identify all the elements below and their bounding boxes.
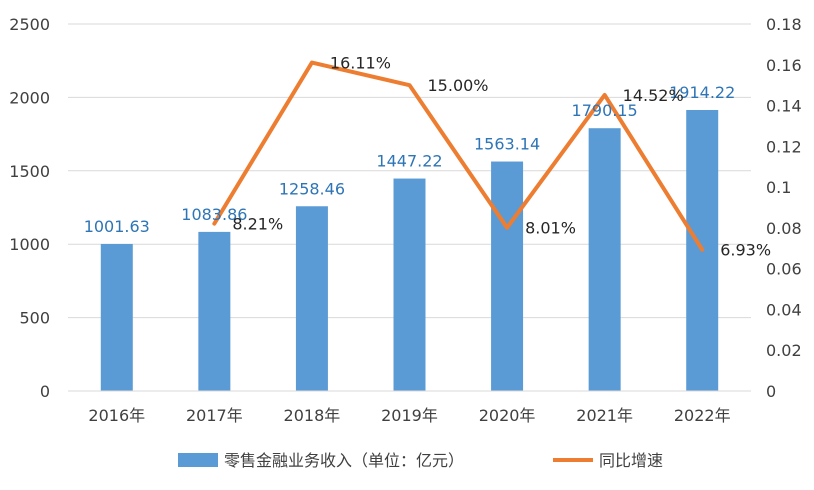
line-data-labels: 8.21% 16.11% 15.00% 8.01% 14.52% 6.93%	[232, 54, 771, 260]
bar-data-labels: 1001.63 1083.86 1258.46 1447.22 1563.14 1790.…	[84, 83, 736, 236]
legend: 零售金融业务收入（单位：亿元） 同比增速	[178, 451, 663, 470]
bar-data-label: 1258.46	[279, 179, 345, 198]
left-y-axis: 0 500 1000 1500 2000 2500	[9, 15, 50, 401]
right-tick-label: 0.14	[766, 97, 802, 116]
bar	[588, 128, 621, 391]
line-data-label: 6.93%	[720, 241, 771, 260]
legend-label-bar: 零售金融业务收入（单位：亿元）	[224, 451, 464, 470]
line-series	[212, 60, 705, 252]
line-data-label: 16.11%	[330, 54, 391, 73]
bar	[198, 231, 231, 391]
left-tick-label: 2000	[9, 88, 50, 107]
gridlines	[68, 23, 751, 319]
x-tick-label: 2019年	[381, 406, 438, 425]
left-tick-label: 1000	[9, 235, 50, 254]
x-tick-label: 2018年	[284, 406, 341, 425]
x-tick-label: 2016年	[88, 406, 145, 425]
bar	[100, 243, 133, 391]
bar-data-label: 1001.63	[84, 217, 150, 236]
x-axis: 2016年 2017年 2018年 2019年 2020年 2021年 2022年	[68, 390, 751, 425]
bar-data-label: 1447.22	[376, 152, 442, 171]
right-tick-label: 0.02	[766, 341, 802, 360]
legend-swatch-bar	[178, 453, 218, 467]
right-tick-label: 0.18	[766, 15, 802, 34]
bar-data-label: 1790.15	[572, 101, 638, 120]
left-tick-label: 500	[19, 309, 50, 328]
bar-data-label: 1083.86	[181, 205, 247, 224]
right-tick-label: 0.06	[766, 260, 802, 279]
left-tick-label: 2500	[9, 15, 50, 34]
right-tick-label: 0.12	[766, 137, 802, 156]
bar-data-label: 1914.22	[669, 83, 735, 102]
right-tick-label: 0.1	[766, 178, 791, 197]
x-tick-label: 2017年	[186, 406, 243, 425]
right-y-axis: 0 0.02 0.04 0.06 0.08 0.1 0.12 0.14 0.16 0.18	[766, 15, 802, 401]
bar-data-label: 1563.14	[474, 135, 540, 154]
growth-line	[212, 60, 705, 252]
x-tick-label: 2022年	[674, 406, 731, 425]
right-tick-label: 0.04	[766, 300, 802, 319]
bar	[491, 161, 524, 391]
right-tick-label: 0.16	[766, 56, 802, 75]
bar	[393, 178, 426, 391]
left-tick-label: 0	[40, 382, 50, 401]
line-data-label: 15.00%	[428, 76, 489, 95]
legend-label-line: 同比增速	[599, 451, 663, 470]
right-tick-label: 0	[766, 382, 776, 401]
line-data-label: 8.21%	[232, 215, 283, 234]
x-tick-label: 2021年	[576, 406, 633, 425]
line-data-label: 14.52%	[623, 86, 684, 105]
line-data-label: 8.01%	[525, 219, 576, 238]
bar	[295, 206, 328, 391]
x-tick-label: 2020年	[479, 406, 536, 425]
left-tick-label: 1500	[9, 162, 50, 181]
right-tick-label: 0.08	[766, 219, 802, 238]
